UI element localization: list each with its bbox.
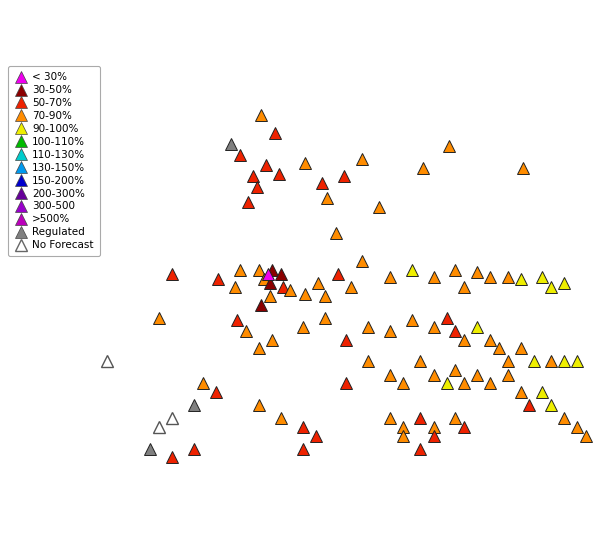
Legend: < 30%, 30-50%, 50-70%, 70-90%, 90-100%, 100-110%, 110-130%, 130-150%, 150-200%, : < 30%, 30-50%, 50-70%, 70-90%, 90-100%, … [9, 66, 100, 257]
